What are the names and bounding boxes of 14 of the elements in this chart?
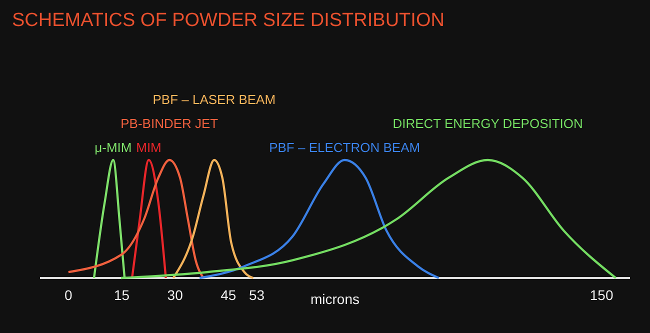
x-tick-label: 45 [220, 286, 236, 303]
x-tick-label: 30 [167, 286, 184, 303]
series-label: μ-MIM [94, 140, 132, 155]
text: PBF – LASER BEAM [152, 92, 276, 107]
x-tick-label: 150 [590, 286, 614, 303]
text: PB-BINDER JET [120, 116, 218, 131]
series-label: MIM [136, 140, 162, 155]
series-label: PBF – ELECTRON BEAM [269, 140, 420, 155]
x-tick-label: 0 [64, 286, 73, 303]
x-axis-title: microns [310, 291, 360, 307]
chart-title: SCHEMATICS OF POWDER SIZE DISTRIBUTION [12, 10, 444, 31]
x-tick-label: 15 [114, 286, 130, 303]
x-tick-label: 53 [249, 286, 265, 303]
text: DIRECT ENERGY DEPOSITION [392, 116, 583, 131]
